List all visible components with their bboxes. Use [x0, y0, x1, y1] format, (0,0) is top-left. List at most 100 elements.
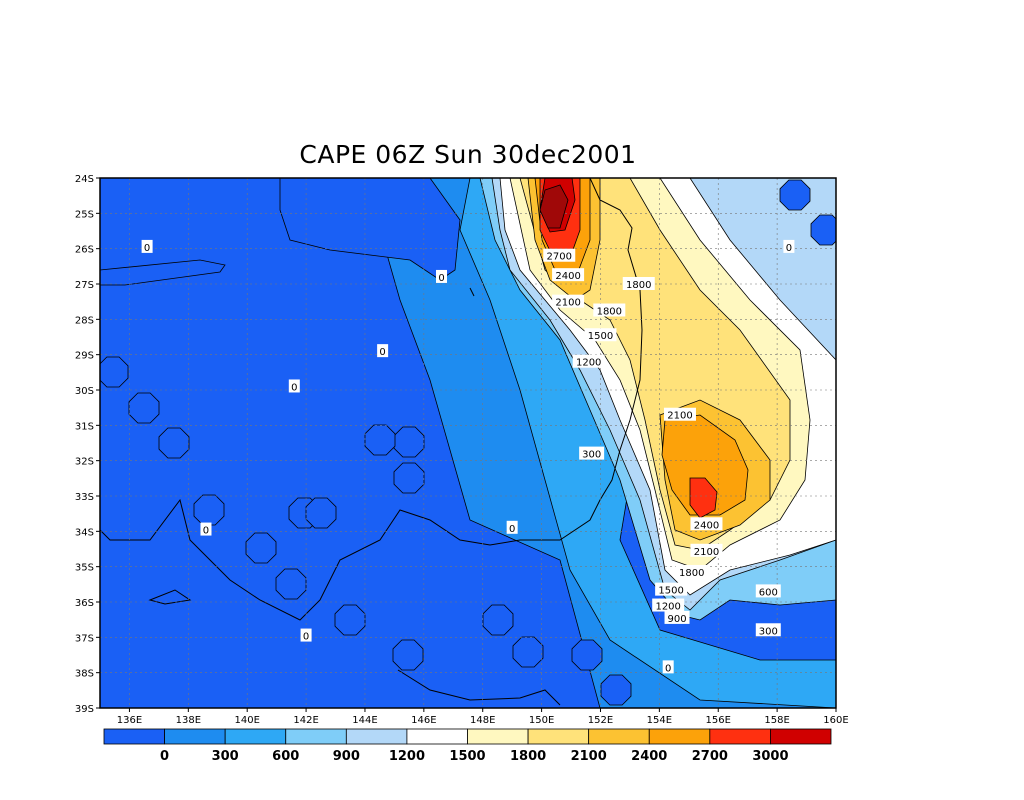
contour-label: 0	[786, 243, 792, 254]
contour-labels: 0 0 0 0 0 0 0 0 0 2700 2400 2100 1800 1800 1500 1200 210…	[141, 239, 795, 674]
contour-label: 1500	[588, 331, 613, 342]
plot-frame	[99, 177, 837, 709]
cape-contour-fill	[100, 178, 836, 708]
contour-label: 0	[291, 382, 297, 393]
lat-label: 27S	[75, 280, 94, 291]
colorbar-swatch	[406, 728, 468, 745]
contour-label: 0	[509, 524, 515, 535]
lon-label: 138E	[176, 715, 201, 726]
lat-label: 25S	[75, 209, 94, 220]
lat-label: 39S	[75, 704, 94, 715]
lat-label: 35S	[75, 563, 94, 574]
contour-label: 0	[144, 243, 150, 254]
contour-label: 1200	[576, 358, 601, 369]
contour-label-bg	[690, 517, 723, 531]
cape-low-blob	[482, 604, 514, 636]
cape-low-blob	[128, 392, 160, 424]
contour-label: 0	[438, 273, 444, 284]
map-title: CAPE 06Z Sun 30dec2001	[299, 140, 637, 169]
contour-label: 1800	[597, 307, 622, 318]
lon-label: 140E	[234, 715, 259, 726]
contour-label-bg	[543, 248, 576, 262]
contour-label-bg	[690, 543, 723, 557]
colorbar-label: 1800	[510, 749, 546, 764]
lon-label: 156E	[706, 715, 731, 726]
contour-label: 2100	[694, 547, 719, 558]
contour-label-bg	[288, 379, 300, 393]
cape-region-max	[539, 184, 569, 229]
contour-label: 600	[759, 587, 778, 598]
contour-label: 0	[665, 663, 671, 674]
cape-low-blob	[334, 604, 366, 636]
contour-label-bg	[552, 294, 585, 308]
lat-label: 29S	[75, 351, 94, 362]
contour-label: 900	[667, 614, 686, 625]
contour-label: 2100	[555, 298, 580, 309]
contour-label: 2700	[547, 252, 572, 263]
contour-label: 2400	[694, 520, 719, 531]
coastline-south	[397, 669, 561, 706]
island-outline	[469, 287, 475, 297]
contour-label: 2400	[555, 271, 580, 282]
lon-label: 154E	[647, 715, 672, 726]
contour-label-bg	[783, 239, 795, 253]
colorbar-label: 2100	[571, 749, 607, 764]
lat-label: 26S	[75, 245, 94, 256]
cape-low-blob	[193, 494, 225, 526]
contour-label-bg	[506, 520, 518, 534]
lat-label: 28S	[75, 315, 94, 326]
contour-label-bg	[663, 407, 696, 421]
cape-low-islands	[100, 178, 836, 706]
contour-label-bg	[675, 564, 708, 578]
contour-label: 0	[203, 526, 209, 537]
cape-low-blob	[158, 427, 190, 459]
colorbar-swatch	[648, 728, 711, 745]
colorbar-label: 2400	[631, 749, 667, 764]
colorbar-swatch	[103, 728, 165, 745]
colorbar-swatch	[588, 728, 650, 745]
cape-low-blob	[393, 462, 425, 494]
contour-label-bg	[200, 522, 212, 536]
cape-low-blob	[810, 214, 836, 246]
colorbar-label: 3000	[752, 749, 788, 764]
cape-low-blob	[275, 568, 307, 600]
colorbar-label: 1500	[449, 749, 485, 764]
contour-label-bg	[552, 268, 585, 282]
contour-label-bg	[579, 446, 605, 460]
lon-label: 152E	[588, 715, 613, 726]
axis-ticks: 136E 138E 140E 142E 144E 146E 148E 150E 152E 154E…	[75, 174, 849, 726]
lat-label: 30S	[75, 386, 94, 397]
cape-low-blob	[364, 424, 396, 456]
colorbar-label: 1200	[389, 749, 425, 764]
contour-label: 300	[759, 626, 778, 637]
cape-low-blob	[393, 426, 425, 458]
cape-low-blob	[392, 639, 424, 671]
contour-label: 0	[379, 347, 385, 358]
cape-low-blob	[779, 179, 811, 211]
lon-label: 158E	[764, 715, 789, 726]
lon-label: 146E	[411, 715, 436, 726]
lon-label: 160E	[823, 715, 848, 726]
colorbar-label: 900	[333, 749, 360, 764]
contour-label-bg	[755, 623, 781, 637]
contour-label: 2100	[667, 411, 692, 422]
colorbar-swatch	[224, 728, 287, 745]
contour-label-bg	[622, 277, 655, 290]
lat-label: 37S	[75, 633, 94, 644]
colorbar-swatch	[527, 728, 590, 745]
colorbar-label: 600	[272, 749, 299, 764]
colorbar: 0 300 600 900 1200 1500 1800 2100 2400 2700 3000	[103, 728, 832, 764]
contour-label-bg	[664, 610, 690, 624]
colorbar-label: 300	[212, 749, 239, 764]
colorbar-swatch	[164, 728, 226, 745]
colorbar-swatch	[345, 728, 408, 745]
contour-label: 1200	[655, 602, 680, 613]
lat-label: 34S	[75, 527, 94, 538]
contour-label-bg	[436, 269, 448, 283]
contour-label-bg	[593, 303, 626, 317]
contour-label-bg	[377, 344, 389, 358]
colorbar-swatch	[709, 728, 771, 745]
lat-label: 32S	[75, 457, 94, 468]
cape-low-blob	[571, 639, 603, 671]
